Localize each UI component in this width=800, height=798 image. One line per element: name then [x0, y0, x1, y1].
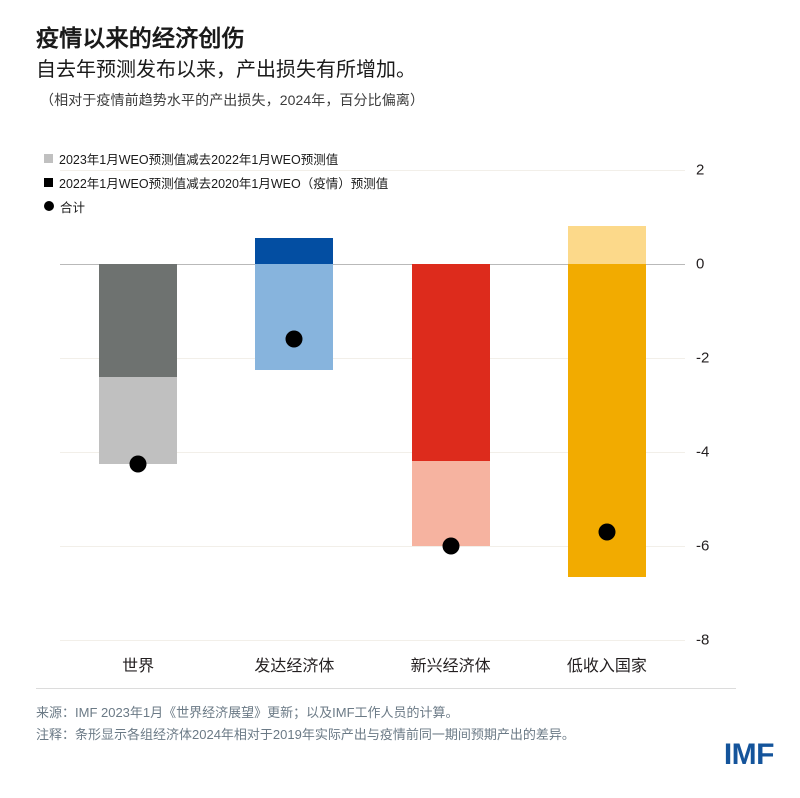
bar-segment-weo_2023_minus_2022-1: [255, 264, 334, 370]
bar-group-1[interactable]: [255, 170, 334, 640]
footer-note: 注释：条形显示各组经济体2024年相对于2019年实际产出与疫情前同一期间预期产…: [36, 727, 575, 743]
legend-swatch-icon-2: [44, 201, 54, 211]
x-axis-label-0: 世界: [122, 658, 155, 675]
bar-segment-weo_2023_minus_2022-0: [99, 376, 178, 464]
bar-segment-weo_2022_minus_2020-1: [255, 238, 334, 264]
chart-units-note: （相对于疫情前趋势水平的产出损失，2024年，百分比偏离）: [40, 91, 425, 108]
legend-label-0: 2023年1月WEO预测值减去2022年1月WEO预测值: [59, 152, 339, 167]
legend-item-0: 2023年1月WEO预测值减去2022年1月WEO预测值: [44, 146, 388, 170]
legend-swatch-icon-1: [44, 177, 53, 187]
chart-footer: 来源：IMF 2023年1月《世界经济展望》更新；以及IMF工作人员的计算。 注…: [36, 688, 736, 747]
legend-swatch-icon-0: [44, 153, 53, 163]
gridline-2: [60, 170, 685, 171]
gridline--6: [60, 546, 685, 547]
bar-segment-weo_2022_minus_2020-2: [411, 264, 490, 462]
footer-source: 来源：IMF 2023年1月《世界经济展望》更新；以及IMF工作人员的计算。: [36, 705, 459, 720]
gridline--8: [60, 640, 685, 641]
total-marker-3: [598, 523, 616, 541]
total-marker-0: [129, 455, 147, 473]
bar-group-0[interactable]: [99, 170, 178, 640]
legend-label-1: 2022年1月WEO预测值减去2020年1月WEO（疫情）预测值: [59, 176, 389, 191]
gridline--2: [60, 358, 685, 359]
x-axis-label-2: 新兴经济体: [410, 658, 491, 675]
y-tick-label--6: -6: [696, 537, 710, 555]
chart-legend: 2023年1月WEO预测值减去2022年1月WEO预测值 2022年1月WEO预…: [44, 146, 388, 218]
chart-header: 疫情以来的经济创伤 自去年预测发布以来，产出损失有所增加。 （相对于疫情前趋势水…: [36, 24, 776, 110]
total-marker-2: [442, 537, 460, 555]
y-tick-label-2: 2: [696, 161, 705, 179]
imf-logo: IMF: [723, 738, 775, 771]
legend-item-2: 合计: [44, 194, 388, 218]
bar-segment-weo_2023_minus_2022-2: [411, 461, 490, 546]
bar-segment-weo_2022_minus_2020-3: [567, 226, 646, 264]
total-marker-1: [285, 330, 303, 348]
y-tick-label--2: -2: [696, 349, 710, 367]
gridline--4: [60, 452, 685, 453]
gridline-0: [60, 264, 685, 265]
page-subtitle: 自去年预测发布以来，产出损失有所增加。: [36, 58, 416, 81]
footer-divider: [36, 688, 736, 689]
y-tick-label--4: -4: [696, 443, 710, 461]
page-title: 疫情以来的经济创伤: [36, 25, 245, 51]
x-axis-label-3: 低收入国家: [566, 658, 647, 675]
bar-segment-weo_2022_minus_2020-0: [99, 264, 178, 377]
chart-plot-area: 2 0 -2 -4 -6 -8 世界 发达经济体 新兴经济体 低收入国家: [60, 162, 709, 675]
legend-item-1: 2022年1月WEO预测值减去2020年1月WEO（疫情）预测值: [44, 170, 388, 194]
bar-group-3[interactable]: [567, 170, 646, 640]
bar-group-2[interactable]: [411, 170, 490, 640]
chart-bars: [60, 170, 685, 640]
y-tick-label-0: 0: [696, 255, 705, 273]
y-tick-label--8: -8: [696, 631, 710, 649]
x-axis-label-1: 发达经济体: [254, 658, 335, 675]
legend-label-2: 合计: [60, 200, 86, 215]
